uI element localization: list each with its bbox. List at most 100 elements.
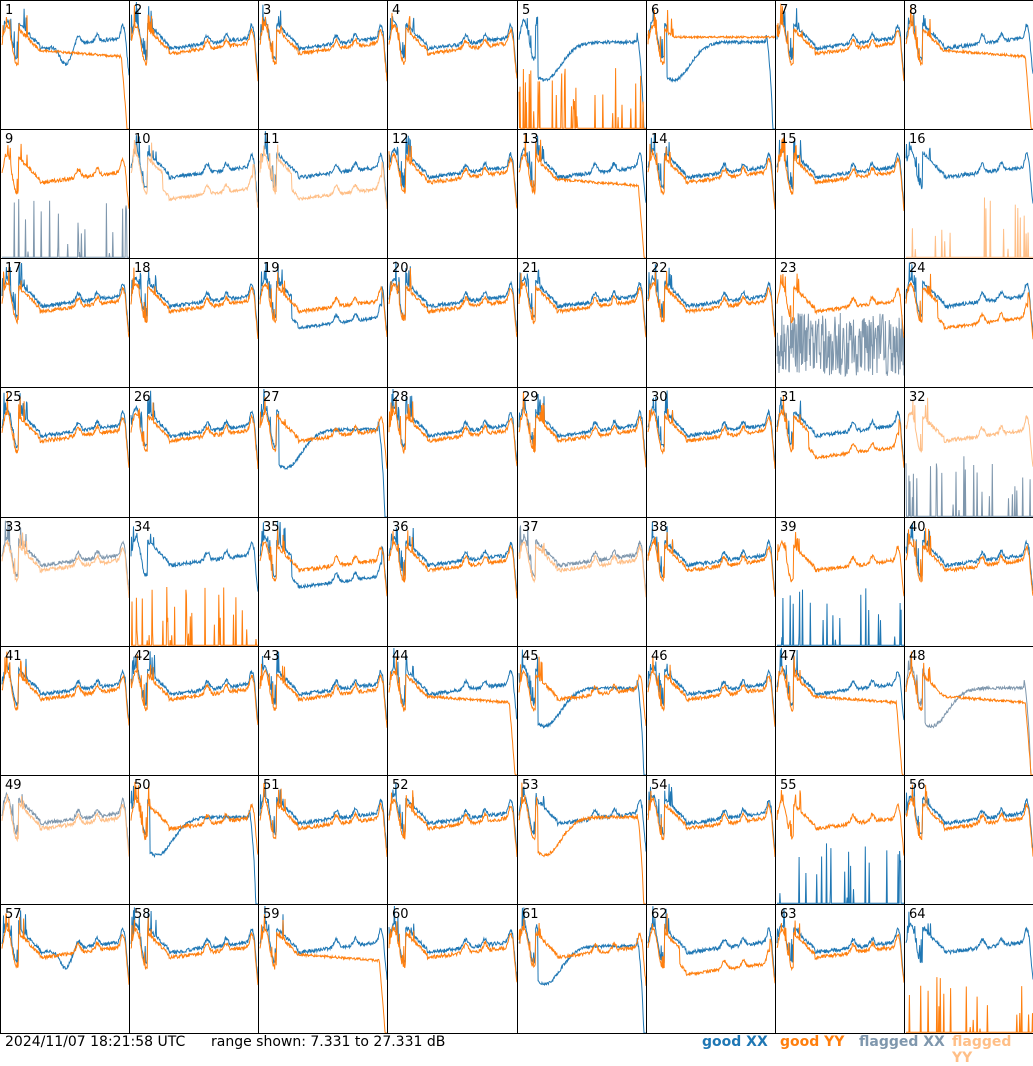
panel-plot xyxy=(130,907,258,986)
panel-plot xyxy=(905,651,1033,775)
series-yy-44 xyxy=(388,657,517,775)
panel-37: 37 xyxy=(517,517,647,647)
panel-label: 46 xyxy=(651,649,668,664)
panel-plot xyxy=(905,911,1033,1033)
panel-plot xyxy=(905,522,1033,596)
panel-plot xyxy=(388,647,517,775)
panel-25: 25 xyxy=(0,387,130,518)
panel-36: 36 xyxy=(387,517,518,647)
panel-plot xyxy=(905,397,1033,517)
panel-label: 39 xyxy=(780,520,797,535)
series-xx-3 xyxy=(259,4,387,77)
panel-plot xyxy=(388,388,517,467)
panel-label: 29 xyxy=(522,390,539,405)
panel-label: 59 xyxy=(263,907,280,922)
panel-label: 56 xyxy=(909,778,926,793)
panel-label: 21 xyxy=(522,261,539,276)
series-xx-29 xyxy=(518,393,646,465)
panel-plot xyxy=(647,656,775,727)
panel-label: 57 xyxy=(5,907,22,922)
series-xx-14 xyxy=(647,133,775,205)
panel-12: 12 xyxy=(387,129,518,259)
panel-6: 6 xyxy=(646,0,776,130)
series-yy-43 xyxy=(259,663,387,728)
series-yy-16 xyxy=(906,197,1033,258)
panel-label: 9 xyxy=(5,132,14,147)
panel-label: 26 xyxy=(134,390,151,405)
panel-label: 38 xyxy=(651,520,668,535)
panel-plot xyxy=(259,905,387,1033)
series-yy-9 xyxy=(1,143,129,209)
panel-plot xyxy=(518,269,646,338)
series-xx-47 xyxy=(776,647,904,721)
series-yy-59 xyxy=(259,914,387,1033)
panel-label: 42 xyxy=(134,649,151,664)
panel-31: 31 xyxy=(775,387,905,518)
legend-flagged-xx: flagged XX xyxy=(859,1034,945,1050)
panel-28: 28 xyxy=(387,387,518,518)
series-xx-62 xyxy=(647,906,775,978)
panel-label: 15 xyxy=(780,132,797,147)
series-yy-37 xyxy=(518,540,646,598)
series-yy-34 xyxy=(131,586,258,646)
panel-4: 4 xyxy=(387,0,518,130)
panel-plot xyxy=(130,781,258,904)
panel-plot xyxy=(518,525,646,598)
panel-48: 48 xyxy=(904,646,1033,776)
panel-plot xyxy=(647,133,775,210)
panel-label: 19 xyxy=(263,261,280,276)
series-xx-16 xyxy=(905,141,1033,204)
panel-plot xyxy=(905,784,1033,857)
series-yy-49 xyxy=(1,794,129,857)
series-xx-44 xyxy=(388,647,517,720)
panel-plot xyxy=(388,527,517,599)
panel-plot xyxy=(518,649,646,775)
spectra-grid: 1 2 3 4 5 6 7 8 9 10 11 12 13 14 15 16 17 18 19 20 21 22 23 24 2… xyxy=(0,0,1033,1034)
legend-good-xx: good XX xyxy=(702,1034,768,1050)
series-yy-56 xyxy=(905,784,1033,857)
panel-label: 8 xyxy=(909,3,918,18)
panel-label: 44 xyxy=(392,649,409,664)
panel-label: 52 xyxy=(392,778,409,793)
series-yy-60 xyxy=(388,921,517,983)
series-xx-35 xyxy=(259,520,387,591)
series-yy-53 xyxy=(518,782,646,904)
panel-label: 64 xyxy=(909,907,926,922)
series-yy-18 xyxy=(130,267,258,340)
panel-55: 55 xyxy=(775,775,905,905)
panel-64: 64 xyxy=(904,904,1033,1034)
panel-label: 18 xyxy=(134,261,151,276)
footer: 2024/11/07 18:21:58 UTC range shown: 7.3… xyxy=(0,1033,1033,1066)
series-xx-34 xyxy=(130,526,258,592)
series-xx-23 xyxy=(776,312,904,378)
series-xx-50 xyxy=(130,785,258,904)
series-xx-25 xyxy=(1,392,129,464)
panel-56: 56 xyxy=(904,775,1033,905)
series-yy-40 xyxy=(905,528,1033,596)
panel-label: 1 xyxy=(5,3,14,18)
panel-plot xyxy=(130,267,258,340)
panel-label: 10 xyxy=(134,132,151,147)
series-xx-7 xyxy=(776,8,904,76)
panel-label: 28 xyxy=(392,390,409,405)
series-yy-7 xyxy=(776,3,904,82)
panel-label: 23 xyxy=(780,261,797,276)
series-yy-38 xyxy=(647,532,775,597)
panel-16: 16 xyxy=(904,129,1033,259)
panel-38: 38 xyxy=(646,517,776,647)
panel-plot xyxy=(1,791,129,857)
panel-plot xyxy=(647,8,775,129)
panel-8: 8 xyxy=(904,0,1033,130)
panel-label: 3 xyxy=(263,3,272,18)
panel-plot xyxy=(130,526,258,646)
panel-33: 33 xyxy=(0,517,130,647)
series-xx-63 xyxy=(776,908,904,979)
panel-53: 53 xyxy=(517,775,647,905)
panel-label: 35 xyxy=(263,520,280,535)
panel-plot xyxy=(776,137,904,212)
panel-label: 22 xyxy=(651,261,668,276)
panel-label: 2 xyxy=(134,3,143,18)
panel-label: 54 xyxy=(651,778,668,793)
range-readout: range shown: 7.331 to 27.331 dB xyxy=(211,1034,446,1050)
panel-24: 24 xyxy=(904,258,1033,388)
